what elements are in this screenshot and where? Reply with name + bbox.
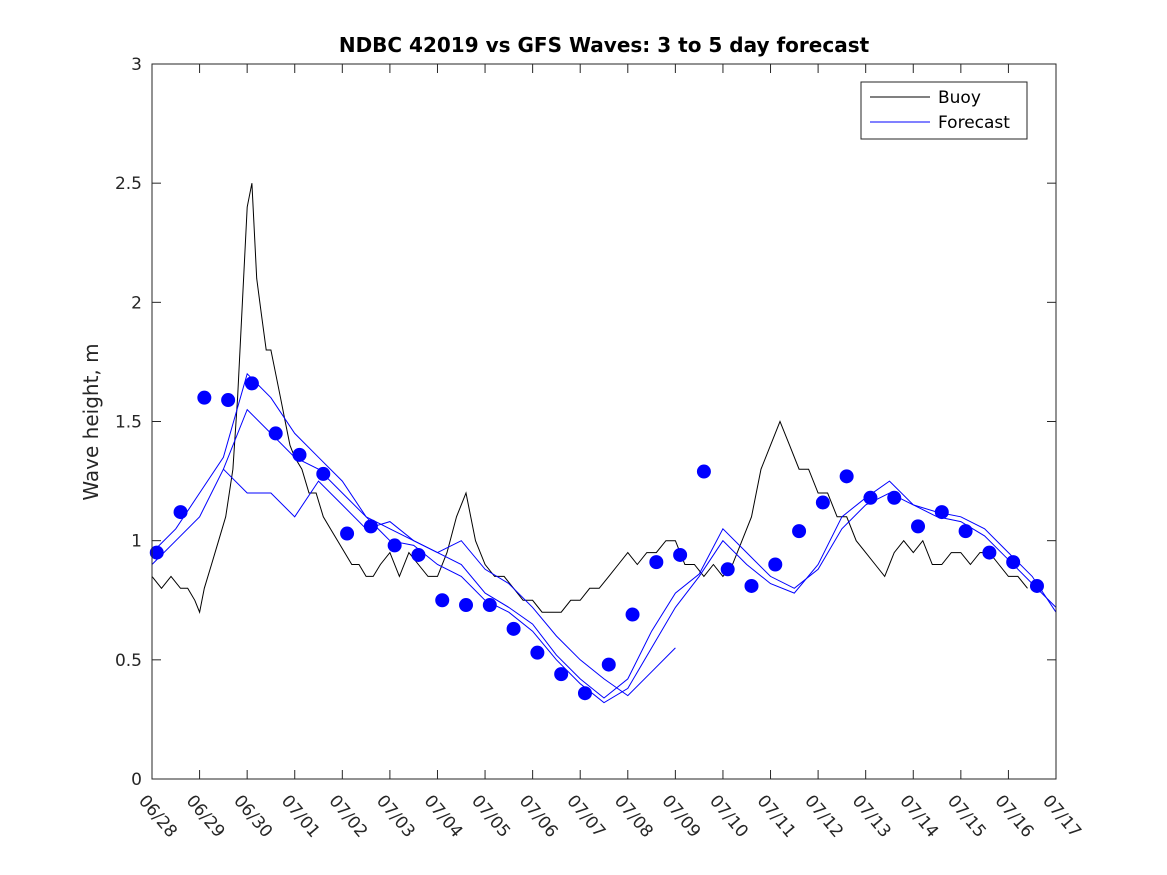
forecast-marker — [554, 667, 569, 682]
y-tick-label: 2.5 — [115, 174, 142, 194]
y-axis-label: Wave height, m — [79, 343, 103, 500]
legend-label-buoy: Buoy — [938, 88, 981, 108]
forecast-marker — [911, 519, 926, 534]
forecast-marker — [482, 598, 497, 613]
forecast-marker — [387, 538, 402, 553]
forecast-marker — [744, 578, 759, 593]
forecast-marker — [197, 390, 212, 405]
forecast-marker — [863, 490, 878, 505]
y-tick-label: 2 — [131, 293, 142, 313]
forecast-marker — [530, 645, 545, 660]
forecast-marker — [696, 464, 711, 479]
forecast-marker — [625, 607, 640, 622]
forecast-marker — [601, 657, 616, 672]
y-tick-label: 3 — [131, 55, 142, 75]
forecast-marker — [649, 555, 664, 570]
legend-label-forecast: Forecast — [938, 113, 1010, 133]
forecast-marker — [316, 466, 331, 481]
chart-title: NDBC 42019 vs GFS Waves: 3 to 5 day fore… — [339, 33, 870, 57]
forecast-marker — [149, 545, 164, 560]
forecast-marker — [839, 469, 854, 484]
forecast-marker — [577, 686, 592, 701]
forecast-marker — [792, 524, 807, 539]
forecast-marker — [1029, 578, 1044, 593]
y-tick-label: 1 — [131, 532, 142, 552]
forecast-marker — [459, 598, 474, 613]
forecast-series-line — [223, 468, 676, 697]
forecast-marker — [720, 562, 735, 577]
forecast-series-line — [151, 372, 1057, 699]
legend-box — [860, 81, 1028, 140]
forecast-marker — [268, 426, 283, 441]
forecast-marker — [340, 526, 355, 541]
forecast-marker — [435, 593, 450, 608]
plot-background — [152, 64, 1056, 779]
forecast-marker — [173, 505, 188, 520]
forecast-marker — [363, 519, 378, 534]
forecast-marker — [221, 393, 236, 408]
forecast-marker — [506, 621, 521, 636]
forecast-marker — [815, 495, 830, 510]
forecast-marker — [768, 557, 783, 572]
forecast-marker — [934, 505, 949, 520]
y-tick-label: 0 — [131, 770, 142, 790]
forecast-series-line — [151, 408, 1057, 704]
forecast-marker — [673, 547, 688, 562]
legend: Buoy Forecast — [860, 81, 1028, 140]
forecast-marker — [292, 447, 307, 462]
buoy-series-line — [151, 183, 1028, 614]
forecast-marker — [411, 547, 426, 562]
forecast-marker — [982, 545, 997, 560]
y-tick-label: 0.5 — [115, 651, 142, 671]
forecast-marker — [887, 490, 902, 505]
forecast-marker — [958, 524, 973, 539]
forecast-marker — [1006, 555, 1021, 570]
forecast-marker — [244, 376, 259, 391]
y-tick-label: 1.5 — [115, 413, 142, 433]
